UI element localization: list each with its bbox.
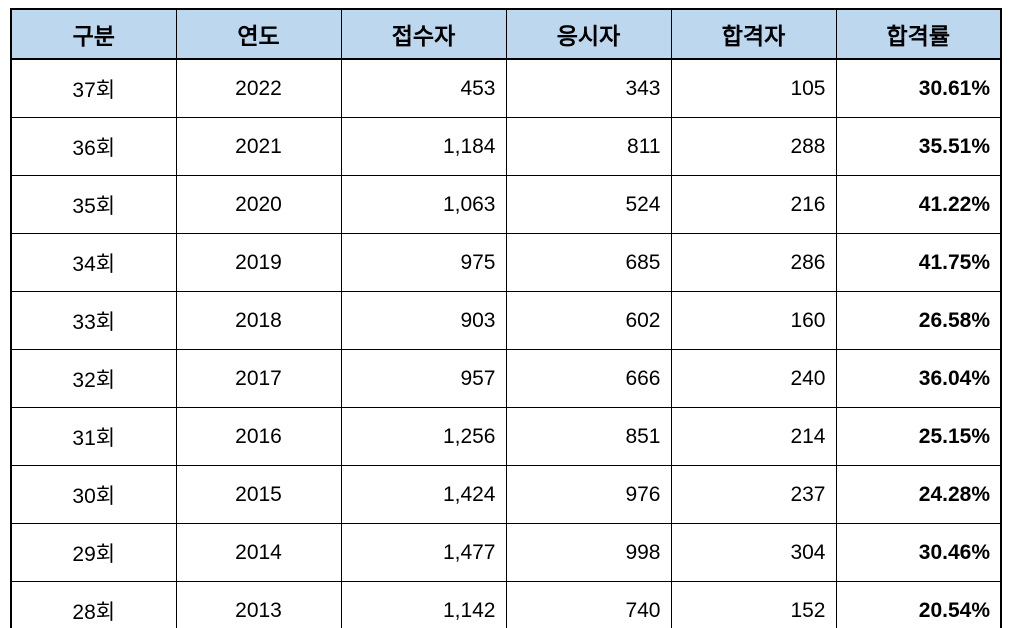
header-year: 연도 <box>175 8 342 60</box>
cell-examinees: 811 <box>505 117 672 176</box>
cell-pass-rate: 36.04% <box>835 349 1002 408</box>
cell-examinees: 998 <box>505 523 672 582</box>
cell-pass-rate: 35.51% <box>835 117 1002 176</box>
cell-passers: 152 <box>670 581 837 628</box>
cell-year: 2022 <box>175 58 342 118</box>
header-passers: 합격자 <box>670 8 837 60</box>
cell-pass-rate: 41.75% <box>835 233 1002 292</box>
cell-passers: 237 <box>670 465 837 524</box>
cell-year: 2013 <box>175 581 342 628</box>
cell-examinees: 851 <box>505 407 672 466</box>
cell-year: 2021 <box>175 117 342 176</box>
cell-examinees: 685 <box>505 233 672 292</box>
cell-session: 33회 <box>10 291 177 350</box>
cell-applicants: 1,063 <box>340 175 507 234</box>
cell-pass-rate: 30.46% <box>835 523 1002 582</box>
header-applicants: 접수자 <box>340 8 507 60</box>
cell-examinees: 343 <box>505 58 672 118</box>
cell-examinees: 602 <box>505 291 672 350</box>
cell-passers: 288 <box>670 117 837 176</box>
cell-passers: 286 <box>670 233 837 292</box>
header-session: 구분 <box>10 8 177 60</box>
cell-session: 29회 <box>10 523 177 582</box>
exam-statistics-table: 구분 연도 접수자 응시자 합격자 합격률 37회 2022 453 343 105 30… <box>10 8 1002 628</box>
table-row: 32회 2017 957 666 240 36.04% <box>10 349 1002 408</box>
cell-pass-rate: 25.15% <box>835 407 1002 466</box>
cell-passers: 105 <box>670 58 837 118</box>
cell-year: 2015 <box>175 465 342 524</box>
cell-year: 2016 <box>175 407 342 466</box>
table-body: 37회 2022 453 343 105 30.61% 36회 2021 1,184 811 288… <box>10 58 1002 628</box>
cell-session: 36회 <box>10 117 177 176</box>
cell-applicants: 975 <box>340 233 507 292</box>
cell-applicants: 1,184 <box>340 117 507 176</box>
cell-session: 28회 <box>10 581 177 628</box>
cell-pass-rate: 30.61% <box>835 58 1002 118</box>
cell-examinees: 740 <box>505 581 672 628</box>
cell-applicants: 1,142 <box>340 581 507 628</box>
cell-pass-rate: 20.54% <box>835 581 1002 628</box>
cell-year: 2017 <box>175 349 342 408</box>
table-row: 33회 2018 903 602 160 26.58% <box>10 291 1002 350</box>
cell-year: 2014 <box>175 523 342 582</box>
header-row: 구분 연도 접수자 응시자 합격자 합격률 <box>10 8 1002 60</box>
cell-examinees: 524 <box>505 175 672 234</box>
cell-year: 2018 <box>175 291 342 350</box>
header-examinees: 응시자 <box>505 8 672 60</box>
cell-passers: 214 <box>670 407 837 466</box>
cell-session: 34회 <box>10 233 177 292</box>
cell-passers: 160 <box>670 291 837 350</box>
cell-passers: 240 <box>670 349 837 408</box>
cell-session: 37회 <box>10 58 177 118</box>
cell-pass-rate: 41.22% <box>835 175 1002 234</box>
cell-year: 2020 <box>175 175 342 234</box>
cell-session: 31회 <box>10 407 177 466</box>
cell-applicants: 1,477 <box>340 523 507 582</box>
cell-examinees: 666 <box>505 349 672 408</box>
cell-examinees: 976 <box>505 465 672 524</box>
table-header: 구분 연도 접수자 응시자 합격자 합격률 <box>10 8 1002 60</box>
cell-session: 35회 <box>10 175 177 234</box>
table-row: 34회 2019 975 685 286 41.75% <box>10 233 1002 292</box>
table-row: 36회 2021 1,184 811 288 35.51% <box>10 117 1002 176</box>
cell-session: 30회 <box>10 465 177 524</box>
cell-applicants: 453 <box>340 58 507 118</box>
cell-applicants: 957 <box>340 349 507 408</box>
cell-passers: 304 <box>670 523 837 582</box>
cell-pass-rate: 24.28% <box>835 465 1002 524</box>
cell-session: 32회 <box>10 349 177 408</box>
cell-year: 2019 <box>175 233 342 292</box>
cell-passers: 216 <box>670 175 837 234</box>
cell-applicants: 1,256 <box>340 407 507 466</box>
table-row: 37회 2022 453 343 105 30.61% <box>10 58 1002 118</box>
table-row: 31회 2016 1,256 851 214 25.15% <box>10 407 1002 466</box>
table-row: 29회 2014 1,477 998 304 30.46% <box>10 523 1002 582</box>
cell-pass-rate: 26.58% <box>835 291 1002 350</box>
table-row: 35회 2020 1,063 524 216 41.22% <box>10 175 1002 234</box>
table-row: 30회 2015 1,424 976 237 24.28% <box>10 465 1002 524</box>
header-pass-rate: 합격률 <box>835 8 1002 60</box>
cell-applicants: 903 <box>340 291 507 350</box>
table-row: 28회 2013 1,142 740 152 20.54% <box>10 581 1002 628</box>
cell-applicants: 1,424 <box>340 465 507 524</box>
